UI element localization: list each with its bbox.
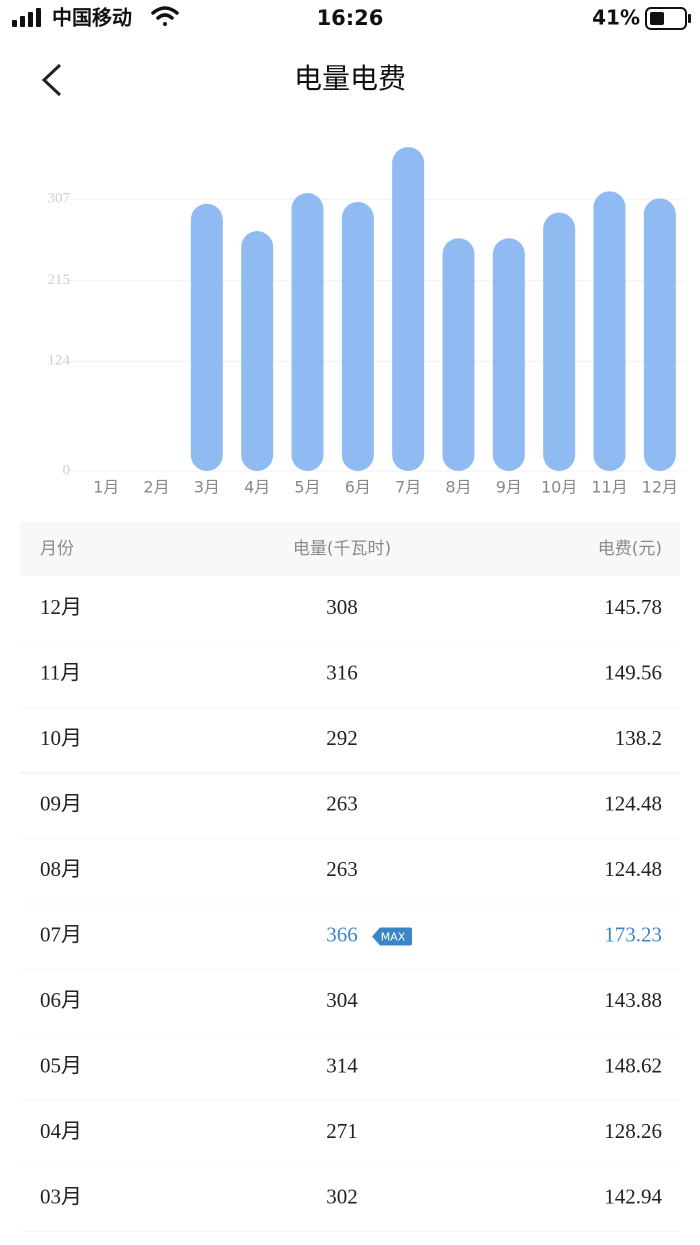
- table-cell: 06月: [40, 988, 82, 1012]
- table-cell: 308: [326, 595, 358, 619]
- table-cell: 148.62: [604, 1053, 662, 1077]
- table-cell: 04月: [40, 1119, 82, 1143]
- back-button[interactable]: [41, 63, 62, 97]
- table-cell: 292: [326, 726, 358, 750]
- y-tick-label: 124: [48, 353, 71, 369]
- bar: [442, 238, 475, 471]
- badge-shape: [372, 927, 412, 946]
- table-cell: 128.26: [604, 1119, 662, 1143]
- table-cell: 11月: [40, 660, 81, 684]
- table-cell: 302: [326, 1184, 358, 1208]
- table-cell: 149.56: [604, 660, 662, 684]
- bar: [543, 212, 576, 471]
- bar: [190, 203, 223, 472]
- y-tick-label: 307: [48, 191, 71, 207]
- bar: [291, 193, 324, 472]
- table-header-cell: 电费(元): [598, 539, 662, 559]
- x-tick-label: 5月: [294, 478, 320, 497]
- carrier: 中国移动: [52, 6, 132, 30]
- table-cell: 12月: [40, 595, 82, 619]
- x-tick-label: 6月: [345, 478, 371, 497]
- y-tick-label: 215: [48, 272, 71, 288]
- bar: [392, 147, 425, 471]
- clock: 16:26: [317, 6, 384, 30]
- table-cell: 143.88: [604, 988, 662, 1012]
- table-cell: 271: [326, 1119, 358, 1143]
- table-cell: 173.23: [604, 922, 662, 946]
- bar: [341, 201, 374, 471]
- table-cell: 09月: [40, 791, 82, 815]
- table-cell: 142.94: [604, 1184, 662, 1208]
- table-cell: 263: [326, 857, 358, 881]
- table-cell: 314: [326, 1053, 358, 1077]
- table-cell: 304: [326, 988, 358, 1012]
- bar: [643, 198, 676, 472]
- table-cell: 316: [326, 660, 358, 684]
- table-cell: 366: [326, 922, 358, 946]
- table-cell: 124.48: [604, 857, 662, 881]
- x-tick-label: 10月: [541, 478, 577, 497]
- x-tick-label: 11月: [591, 478, 627, 497]
- table-cell: 138.2: [615, 726, 662, 750]
- table-header-cell: 月份: [40, 539, 74, 559]
- table-cell: 145.78: [604, 595, 662, 619]
- bar: [241, 231, 274, 471]
- x-tick-label: 8月: [445, 478, 471, 497]
- x-tick-label: 2月: [143, 478, 169, 497]
- battery-text: 41%: [592, 6, 640, 30]
- table-cell: 05月: [40, 1053, 82, 1077]
- table-header-cell: 电量(千瓦时): [293, 539, 391, 559]
- x-tick-label: 3月: [194, 478, 220, 497]
- table-header-band: [20, 522, 680, 576]
- x-tick-label: 1月: [93, 478, 119, 497]
- bar: [492, 238, 525, 471]
- x-tick-label: 12月: [642, 478, 678, 497]
- bar: [593, 191, 626, 471]
- y-tick-label: 0: [63, 462, 71, 478]
- table-cell: 03月: [40, 1184, 82, 1208]
- table-cell: 08月: [40, 857, 82, 881]
- table-cell: 10月: [40, 726, 82, 750]
- badge: MAX: [381, 931, 406, 944]
- page-title: 电量电费: [294, 62, 406, 95]
- signal-icon: [12, 8, 41, 27]
- table-cell: 07月: [40, 922, 82, 946]
- x-tick-label: 9月: [496, 478, 522, 497]
- x-tick-label: 4月: [244, 478, 270, 497]
- table-cell: 124.48: [604, 791, 662, 815]
- x-tick-label: 7月: [395, 478, 421, 497]
- battery-icon: [645, 7, 691, 30]
- wifi-icon: [151, 6, 179, 26]
- table-cell: 263: [326, 791, 358, 815]
